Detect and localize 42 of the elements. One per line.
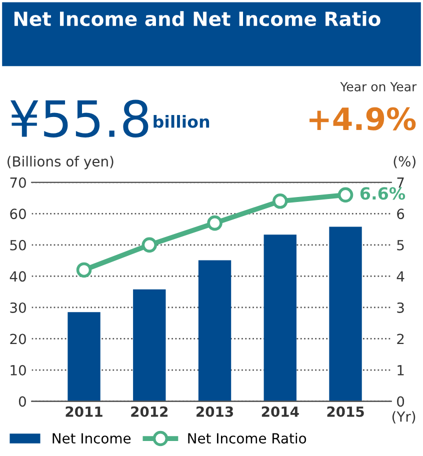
- y-tick-label: 70: [10, 177, 26, 188]
- y2-tick-label: 5: [397, 240, 404, 250]
- text: billion: [154, 115, 210, 128]
- legend-label: Net Income Ratio: [188, 432, 306, 444]
- x-tick-label: 2012: [131, 406, 168, 417]
- point: [338, 187, 354, 203]
- y-tick-label: 30: [10, 302, 26, 313]
- y2-tick-label: 4: [396, 271, 404, 282]
- y2-tick-label: 7: [397, 178, 404, 188]
- y-tick-label: 0: [18, 396, 26, 407]
- y2-tick-label: 1: [398, 365, 404, 376]
- y2-tick-label: 0: [397, 396, 404, 407]
- y-tick-label: 10: [10, 364, 26, 376]
- y2-tick-label: 6: [397, 208, 404, 220]
- point: [207, 215, 222, 231]
- point: [272, 194, 288, 209]
- bar: [329, 226, 362, 402]
- bar: [264, 234, 296, 402]
- y-tick-label: 20: [10, 334, 26, 344]
- y-tick-label: 60: [10, 208, 26, 220]
- y-axis-title: (Billions of yen): [8, 156, 114, 170]
- text: +4.9%: [310, 107, 416, 130]
- x-tick-label: 2011: [66, 406, 102, 417]
- legend-label: Net Income: [52, 433, 131, 444]
- annotation: 6.6%: [360, 187, 406, 200]
- bar: [133, 289, 166, 402]
- x-axis-title: (Yr): [392, 411, 416, 424]
- y2-axis-title: (%): [394, 156, 416, 168]
- point: [142, 237, 158, 253]
- bar: [68, 312, 100, 402]
- text: Year on Year: [340, 82, 417, 92]
- point: [76, 262, 92, 278]
- y-tick-label: 40: [10, 271, 26, 282]
- text: ¥55.8: [10, 100, 148, 138]
- y-tick-label: 50: [10, 240, 26, 250]
- chart-title: Net Income and Net Income Ratio: [14, 11, 380, 26]
- x-tick-label: 2014: [262, 406, 299, 417]
- x-tick-label: 2013: [196, 406, 233, 417]
- x-tick-label: 2015: [327, 406, 364, 417]
- y2-tick-label: 2: [397, 334, 404, 344]
- y2-tick-label: 3: [397, 302, 404, 313]
- bar: [198, 260, 232, 402]
